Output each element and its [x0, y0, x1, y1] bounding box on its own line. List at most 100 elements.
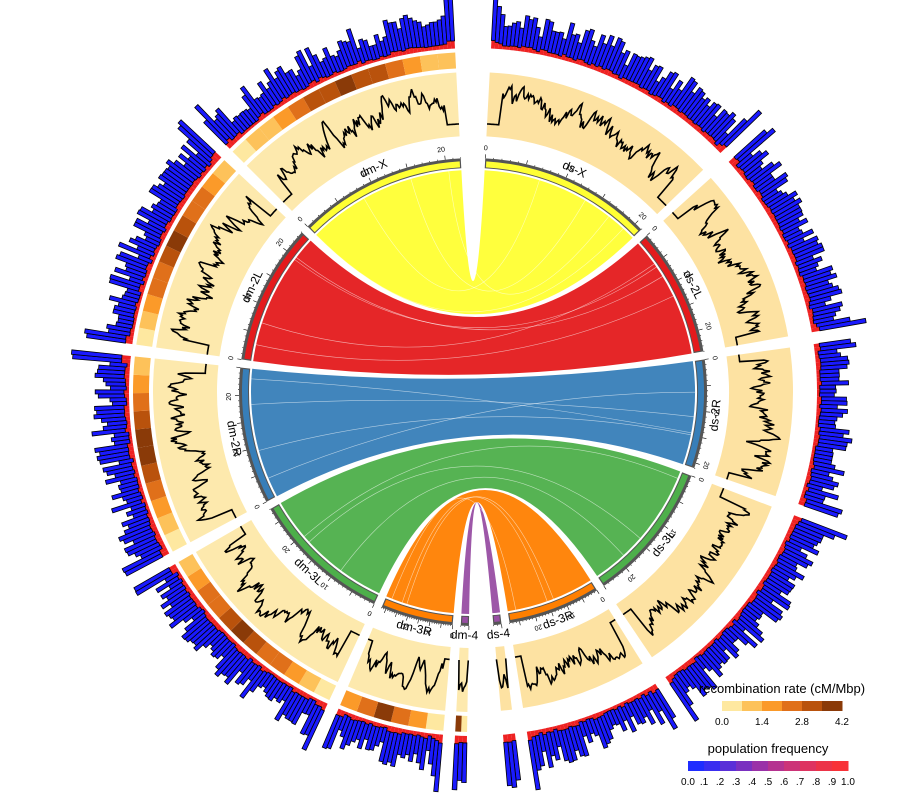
ideogram-fill-dm-4 [462, 617, 468, 623]
ideogram-tick [643, 553, 644, 554]
ideogram-tick [650, 239, 651, 240]
frequency-legend-swatch [688, 761, 705, 771]
ideogram-tick [312, 220, 313, 221]
tick-label: 20 [626, 572, 637, 582]
freq-bar [178, 125, 213, 157]
ideogram-tick [654, 243, 655, 244]
recomb-heat-cell [420, 54, 439, 72]
frequency-legend-tick: 0.0 [681, 777, 695, 788]
ideogram-tick [594, 592, 595, 593]
freq-bar-high [503, 734, 508, 742]
ideogram-tick [307, 557, 308, 558]
freq-bar-high [451, 41, 455, 49]
ideogram-tick [635, 221, 638, 224]
freq-bar-high [511, 733, 516, 740]
chromosome-label-dm-4: dm-4 [451, 628, 479, 643]
freq-bar-high [814, 343, 820, 348]
ideogram-tick [350, 592, 352, 595]
ideogram-tick [253, 301, 257, 303]
ideogram-tick [696, 463, 700, 464]
freq-bar [452, 744, 459, 790]
freq-bar-high [455, 736, 459, 744]
recomb-heat-cell [136, 328, 155, 347]
freq-bar-high [122, 355, 131, 360]
freq-bar-high [817, 382, 822, 386]
frequency-legend-swatch [832, 761, 849, 771]
ideogram-tick [318, 215, 319, 216]
recombination-legend-swatch [782, 701, 803, 711]
ideogram-tick [297, 236, 298, 237]
ideogram-tick [690, 303, 694, 304]
ideogram-tick [343, 196, 344, 197]
freq-bar-high [463, 736, 467, 743]
ideogram-tick [629, 217, 630, 218]
ideogram-tick [623, 212, 624, 213]
ideogram-tick [303, 554, 304, 555]
frequency-legend-tick: .7 [796, 777, 805, 788]
tick-label: 0 [711, 356, 718, 361]
freq-bar-high [124, 409, 129, 413]
recomb-heat-cell [408, 710, 428, 729]
tick-label: 20 [637, 211, 648, 222]
recombination-legend-tick: 2.8 [795, 717, 809, 728]
ideogram-tick [622, 572, 623, 573]
ideogram-tick [290, 538, 291, 539]
ideogram-tick [338, 584, 339, 585]
ideogram-tick [272, 270, 273, 271]
ideogram-tick [283, 248, 286, 250]
ideogram-tick [691, 476, 695, 477]
ideogram-tick [293, 241, 294, 242]
ideogram-tick [237, 359, 241, 360]
recomb-band-ds-2R [715, 347, 793, 496]
freq-bar [98, 394, 124, 398]
ideogram-tick [275, 265, 276, 266]
recombination-legend-title: recombination rate (cM/Mbp) [699, 681, 865, 696]
frequency-legend-swatch [800, 761, 817, 771]
ideogram-tick [616, 206, 617, 207]
freq-bar-high [815, 427, 820, 431]
ideogram-tick [658, 535, 659, 536]
ideogram-tick [280, 526, 281, 527]
freq-bar-high [816, 412, 820, 416]
tick-label: 0 [696, 476, 704, 482]
ideogram-tick [705, 359, 709, 360]
ideogram-tick [661, 252, 662, 253]
recombination-legend-tick: 1.4 [755, 717, 769, 728]
ideogram-tick [243, 329, 247, 330]
frequency-legend-tick: .8 [812, 777, 821, 788]
freq-bar-high [817, 397, 822, 401]
chromosome-label-ds-4: ds-4 [486, 626, 511, 642]
freq-bar-high [126, 382, 130, 386]
ideogram-tick [406, 164, 407, 168]
ideogram-tick [618, 576, 619, 577]
recomb-heat-cell [461, 716, 467, 732]
freq-bar-high [498, 44, 502, 49]
ideogram-tick [520, 621, 521, 625]
ideogram-tick [670, 265, 671, 266]
ideogram-tick [604, 586, 606, 589]
ideogram-tick [527, 160, 528, 164]
ideogram-tick [275, 522, 278, 524]
freq-bar-high [124, 394, 129, 398]
freq-bar [820, 385, 836, 389]
freq-bar-high [125, 367, 130, 371]
recomb-heat-cell [455, 716, 461, 732]
ideogram-tick [668, 521, 669, 522]
ideogram-tick [267, 273, 270, 275]
freq-bar [95, 390, 124, 394]
ideogram-tick [647, 233, 650, 236]
chromosome-label-ds-2R: ds-2R [707, 398, 724, 432]
ideogram-tick [673, 270, 674, 271]
freq-bar-high [521, 46, 526, 52]
frequency-legend-tick: 1.0 [841, 777, 855, 788]
ideogram-tick [282, 255, 283, 256]
ideogram-tick [699, 329, 703, 330]
ideogram-tick [272, 513, 273, 514]
freq-bar [820, 389, 836, 393]
freq-bar-high [816, 408, 821, 412]
ideogram-tick [596, 192, 597, 193]
frequency-legend-swatch [816, 761, 833, 771]
